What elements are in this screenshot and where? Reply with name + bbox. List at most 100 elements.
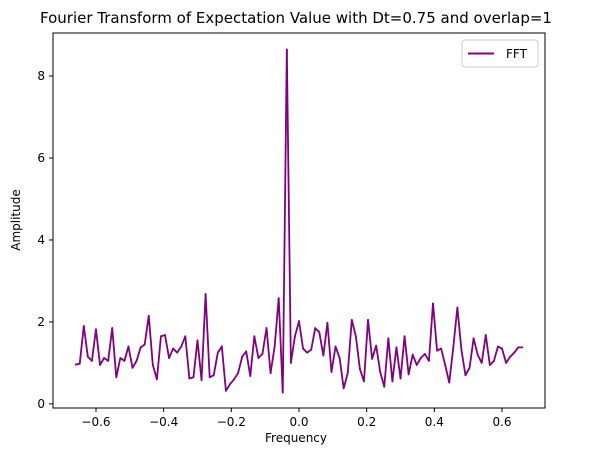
legend-box — [461, 39, 539, 68]
fft-line-segment — [212, 351, 219, 377]
fft-line-segment — [253, 335, 260, 359]
fft-line-segment — [428, 302, 434, 362]
fft-line-segment — [452, 306, 459, 349]
fft-line-segment — [314, 327, 321, 334]
fft-line-segment — [484, 334, 491, 366]
fft-line-segment — [257, 352, 264, 359]
fft-line-segment — [513, 346, 520, 354]
fft-line-segment — [204, 293, 211, 379]
fft-line-segment — [501, 347, 507, 364]
fft-line-segment — [338, 357, 345, 390]
fft-line-segment — [281, 48, 288, 394]
y-axis-label: Amplitude — [9, 189, 23, 251]
fft-line-segment — [407, 353, 414, 376]
fft-line-segment — [448, 346, 455, 384]
fft-line-segment — [391, 346, 398, 383]
fft-line-segment — [444, 364, 451, 384]
legend: FFT — [461, 39, 539, 68]
fft-line-segment — [111, 327, 118, 379]
fft-line-segment — [192, 339, 199, 379]
fft-line-segment — [509, 351, 516, 358]
fft-line-segment — [147, 314, 154, 366]
fft-line-segment — [82, 325, 89, 358]
x-tick-label: −0.2 — [217, 415, 246, 429]
fft-line-segment — [472, 337, 479, 356]
fft-line-segment — [261, 327, 268, 355]
fft-line-segment — [164, 334, 170, 359]
x-axis-label: Frequency — [265, 431, 327, 445]
legend-label-fft: FFT — [506, 47, 528, 61]
fft-line-segment — [95, 328, 101, 366]
fft-line-segment — [460, 348, 467, 377]
fft-line-segment — [375, 344, 382, 373]
fft-line-segment — [155, 335, 162, 381]
fft-line-segment — [237, 355, 244, 375]
fft-line-segment — [249, 335, 256, 377]
fft-line-segment — [168, 347, 175, 359]
fft-line-segment — [432, 302, 438, 352]
fft-line-segment — [334, 345, 341, 359]
fft-line-segment — [383, 337, 390, 388]
fft-line-segment — [310, 327, 317, 351]
fft-line-segment — [99, 357, 105, 366]
fft-line-segment — [127, 345, 134, 369]
fft-line-segment — [440, 347, 447, 366]
fft-line-segment — [229, 378, 235, 386]
fft-line-segment — [326, 321, 333, 373]
fft-line-segment — [91, 328, 97, 362]
fft-line-segment — [302, 347, 309, 354]
fft-line-segment — [505, 355, 512, 364]
fft-line-segment — [298, 320, 304, 350]
fft-line-segment — [245, 350, 252, 377]
fft-line-segment — [78, 325, 85, 365]
fft-line-segment — [342, 372, 349, 390]
fft-line-segment — [371, 344, 378, 360]
fft-line-segment — [464, 366, 471, 377]
fft-line-segment — [294, 320, 300, 338]
fft-line-segment — [354, 335, 361, 370]
fft-line-segment — [399, 335, 406, 380]
chart-title: Fourier Transform of Expectation Value w… — [40, 9, 552, 27]
fft-line-segment — [350, 318, 357, 338]
fft-line-segment — [488, 359, 495, 366]
fft-line-segment — [123, 345, 130, 362]
fft-line-segment — [330, 345, 337, 373]
fft-line-segment — [419, 352, 426, 359]
fft-line-segment — [456, 306, 463, 351]
y-tick-label: 4 — [37, 233, 45, 247]
fft-line-segment — [346, 318, 353, 375]
fft-line-segment — [480, 334, 487, 364]
fft-line-segment — [225, 383, 231, 392]
fft-line-segment — [220, 345, 227, 392]
fft-line-segment — [411, 353, 418, 366]
fft-line-segment — [289, 335, 296, 364]
x-tick-label: −0.6 — [81, 415, 110, 429]
x-tick-label: 0.6 — [492, 415, 511, 429]
fft-line-segment — [269, 345, 276, 375]
y-tick-label: 6 — [37, 151, 45, 165]
fft-line-segment — [131, 359, 138, 369]
fft-line-segment — [135, 346, 142, 362]
fft-line-segment — [318, 331, 325, 357]
fft-line-segment — [403, 335, 410, 376]
fft-line-segment — [395, 346, 402, 380]
plot-frame — [52, 32, 546, 409]
y-tick-label: 0 — [37, 397, 45, 411]
fft-line-segment — [265, 327, 272, 375]
fft-line-segment — [184, 335, 191, 380]
fft-line-segment — [107, 327, 114, 362]
fft-line-segment — [468, 337, 475, 369]
x-tick-label: 0.4 — [425, 415, 444, 429]
fft-line-segment — [172, 347, 179, 354]
y-tick-label: 2 — [37, 315, 45, 329]
x-axis: −0.6 −0.4 −0.2 0.0 0.2 0.4 0.6 — [81, 408, 512, 429]
fft-line-segment — [322, 321, 329, 357]
fft-line-segment — [115, 357, 122, 379]
fft-line-segment — [200, 293, 207, 382]
y-tick-label: 8 — [37, 69, 45, 83]
y-axis: 0 2 4 6 8 — [37, 69, 53, 411]
fft-line-segment — [273, 297, 280, 348]
series-fft — [74, 48, 524, 394]
